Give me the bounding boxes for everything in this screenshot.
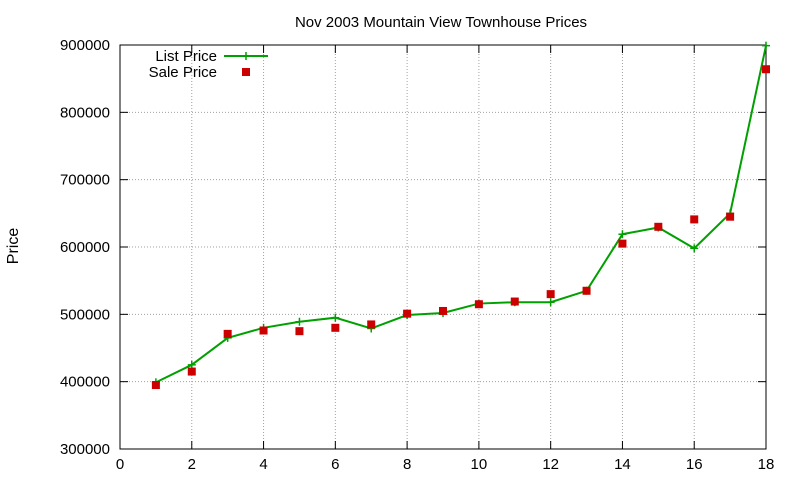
legend-swatch-marker	[242, 68, 250, 76]
x-tick-label: 8	[403, 456, 411, 473]
x-tick-label: 10	[471, 456, 488, 473]
sale-price-point	[151, 381, 160, 390]
x-tick-label: 16	[686, 456, 703, 473]
sale-price-point	[331, 323, 340, 332]
legend-entry: List Price	[155, 48, 268, 65]
sale-price-point	[582, 286, 591, 295]
x-tick-label: 4	[259, 456, 267, 473]
sale-price-point	[403, 309, 412, 318]
y-tick-label: 400000	[60, 374, 110, 391]
y-axis-label: Price	[5, 228, 22, 265]
series-layer	[151, 41, 770, 390]
sale-price-point	[510, 297, 519, 306]
list-price-point	[690, 244, 699, 253]
y-tick-label: 900000	[60, 37, 110, 54]
list-price-line	[155, 45, 767, 384]
x-tick-label: 2	[188, 456, 196, 473]
grid-lines	[120, 45, 766, 449]
sale-price-point	[762, 65, 770, 74]
list-price-point	[187, 360, 196, 369]
legend-entry: Sale Price	[149, 64, 250, 81]
list-price-point	[618, 230, 627, 239]
sale-price-point	[295, 327, 304, 336]
axis-ticks: 0 2 4 6 8 10 12 14 16 18 300000 400000 500000 600000 7…	[60, 37, 774, 473]
x-tick-label: 6	[331, 456, 339, 473]
x-tick-label: 18	[758, 456, 775, 473]
list-price-point	[546, 298, 555, 307]
series-sale-price	[151, 65, 770, 390]
list-price-point	[295, 317, 304, 326]
sale-price-point	[726, 212, 735, 221]
x-tick-label: 12	[542, 456, 559, 473]
sale-price-point	[546, 290, 555, 299]
y-tick-label: 700000	[60, 172, 110, 189]
x-tick-label: 0	[116, 456, 124, 473]
sale-price-point	[474, 300, 483, 309]
y-tick-label: 500000	[60, 306, 110, 323]
sale-price-point	[187, 367, 196, 376]
legend-label: Sale Price	[149, 64, 217, 81]
sale-price-point	[367, 320, 376, 329]
plot-frame	[119, 44, 767, 450]
list-price-point	[331, 313, 340, 322]
y-tick-label: 800000	[60, 104, 110, 121]
list-price-point	[762, 41, 770, 50]
series-list-price	[151, 41, 770, 387]
sale-price-point	[223, 329, 232, 338]
legend-label: List Price	[155, 48, 217, 65]
chart-title: Nov 2003 Mountain View Townhouse Prices	[295, 14, 587, 31]
x-tick-label: 14	[614, 456, 631, 473]
y-tick-label: 600000	[60, 239, 110, 256]
sale-price-point	[618, 239, 627, 248]
sale-price-point	[690, 215, 699, 224]
y-tick-label: 300000	[60, 441, 110, 458]
sale-price-point	[259, 326, 268, 335]
sale-price-point	[654, 222, 663, 231]
sale-price-point	[439, 306, 447, 315]
